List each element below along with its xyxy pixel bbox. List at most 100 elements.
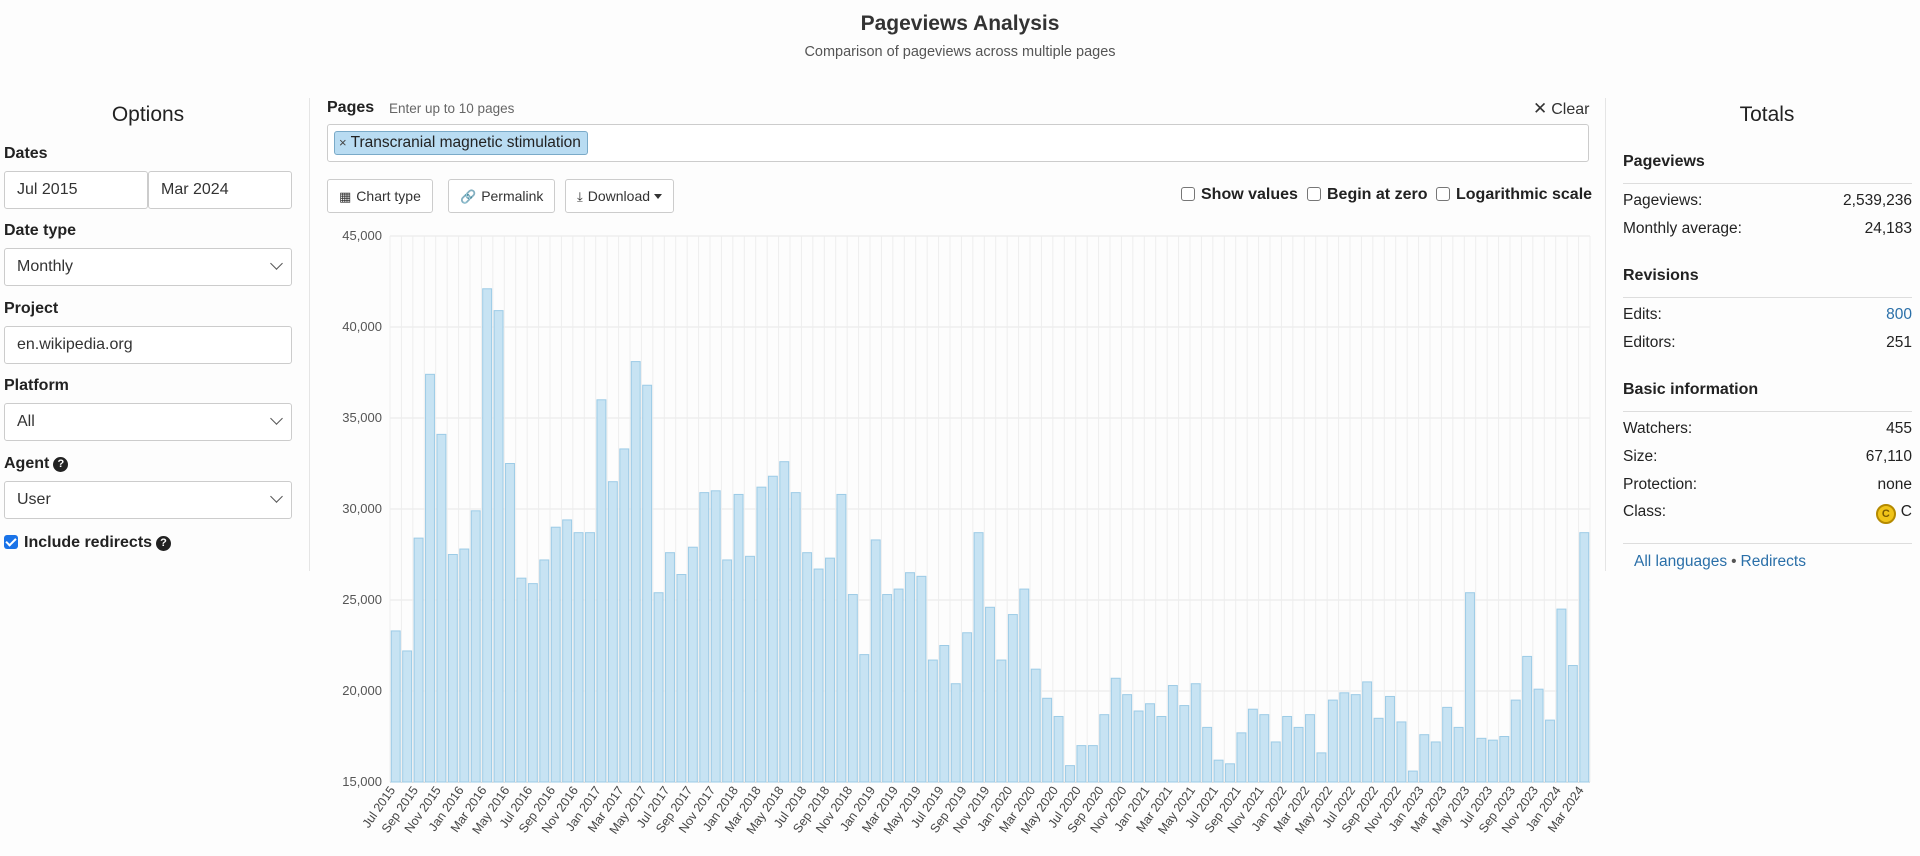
platform-select[interactable]: All (4, 403, 292, 441)
pages-input[interactable]: × Transcranial magnetic stimulation (327, 124, 1589, 162)
bar (1122, 694, 1133, 783)
divider (1623, 543, 1912, 544)
bar (402, 650, 413, 783)
show-values-checkbox[interactable] (1181, 187, 1195, 201)
class-label: Class: (1623, 503, 1667, 520)
bar (1087, 745, 1098, 783)
bar (1419, 734, 1430, 783)
bar (1065, 765, 1075, 783)
close-icon: ✕ (1533, 99, 1548, 118)
separator-dot: • (1731, 553, 1737, 570)
agent-select[interactable]: User (4, 481, 292, 519)
bar (470, 510, 481, 783)
include-redirects-row[interactable]: Include redirects? (4, 534, 172, 552)
platform-value: All (17, 413, 35, 430)
bar (1316, 752, 1327, 783)
bar (916, 575, 927, 783)
bar (1453, 726, 1464, 783)
show-values-label: Show values (1201, 186, 1298, 203)
editors-row: Editors: 251 (1623, 334, 1912, 352)
redirects-link[interactable]: Redirects (1740, 553, 1806, 570)
basic-info-section-heading: Basic information (1623, 381, 1759, 398)
bar (745, 555, 755, 783)
bar (1339, 692, 1350, 783)
grid-icon: ▦ (339, 189, 352, 204)
pageviews-label: Pageviews: (1623, 192, 1703, 209)
pageviews-row: Pageviews: 2,539,236 (1623, 192, 1912, 210)
pageviews-section-heading: Pageviews (1623, 153, 1705, 170)
page-header: Pageviews Analysis Comparison of pagevie… (0, 0, 1920, 60)
bar (1522, 655, 1533, 783)
bar (962, 632, 973, 783)
date-type-select[interactable]: Monthly (4, 248, 292, 286)
revisions-section-heading: Revisions (1623, 267, 1699, 284)
bar (1533, 688, 1544, 783)
bar (1202, 726, 1213, 783)
chart-type-button[interactable]: ▦ Chart type (327, 179, 433, 213)
bar (493, 310, 504, 783)
protection-row: Protection: none (1623, 476, 1912, 494)
begin-at-zero-checkbox[interactable] (1307, 187, 1321, 201)
start-date-input[interactable]: Jul 2015 (4, 171, 148, 209)
monthly-average-value: 24,183 (1864, 220, 1912, 237)
bar (436, 433, 447, 783)
bar (950, 683, 961, 783)
permalink-label: Permalink (481, 188, 544, 204)
bar (562, 519, 573, 783)
edits-link[interactable]: 800 (1886, 306, 1912, 323)
log-scale-label: Logarithmic scale (1456, 186, 1593, 203)
page-tag[interactable]: × Transcranial magnetic stimulation (334, 131, 588, 155)
y-tick-label: 20,000 (342, 683, 382, 698)
bar (939, 645, 950, 783)
bar (516, 577, 527, 783)
bar (710, 490, 721, 783)
bar (1007, 614, 1018, 783)
download-button[interactable]: ⤓ Download (565, 179, 675, 213)
link-icon: 🔗 (460, 189, 477, 204)
monthly-average-row: Monthly average: 24,183 (1623, 220, 1912, 238)
bar (1145, 703, 1155, 783)
bar (1110, 677, 1121, 783)
bar (1499, 736, 1510, 783)
bar (1545, 719, 1555, 783)
watchers-value: 455 (1886, 420, 1912, 437)
bar (573, 532, 584, 783)
monthly-average-label: Monthly average: (1623, 220, 1742, 237)
end-date-input[interactable]: Mar 2024 (148, 171, 292, 209)
include-redirects-checkbox[interactable] (4, 535, 18, 549)
bar (1156, 715, 1167, 783)
size-row: Size: 67,110 (1623, 448, 1912, 466)
y-tick-label: 25,000 (342, 592, 382, 607)
bar (859, 654, 870, 783)
remove-tag-icon[interactable]: × (339, 135, 347, 150)
project-label: Project (4, 300, 59, 317)
begin-at-zero-toggle[interactable]: Begin at zero (1307, 186, 1427, 204)
bar (642, 384, 653, 783)
log-scale-toggle[interactable]: Logarithmic scale (1436, 186, 1592, 204)
help-icon[interactable]: ? (156, 536, 172, 551)
bar (1282, 715, 1293, 783)
permalink-button[interactable]: 🔗 Permalink (448, 179, 556, 213)
y-tick-label: 30,000 (342, 501, 382, 516)
project-input[interactable]: en.wikipedia.org (4, 326, 292, 364)
bar (425, 373, 435, 783)
pages-label: Pages (327, 99, 375, 116)
bar (1373, 717, 1384, 783)
chevron-down-icon (270, 490, 283, 503)
bar (1476, 737, 1487, 783)
bar (527, 583, 538, 783)
protection-label: Protection: (1623, 476, 1698, 493)
help-icon[interactable]: ? (53, 457, 69, 472)
bar (505, 463, 515, 783)
bar (1362, 681, 1373, 783)
bar (1270, 741, 1281, 783)
bar (482, 288, 493, 783)
size-value: 67,110 (1865, 448, 1912, 465)
pageviews-bar-chart: 15,000 20,000 25,000 30,000 35,000 40,000 45,0… (342, 228, 1591, 837)
all-languages-link[interactable]: All languages (1634, 553, 1728, 570)
bar (413, 537, 424, 783)
log-scale-checkbox[interactable] (1436, 187, 1450, 201)
y-tick-label: 40,000 (342, 319, 382, 334)
show-values-toggle[interactable]: Show values (1181, 186, 1298, 204)
clear-button[interactable]: ✕ Clear (1533, 99, 1589, 119)
